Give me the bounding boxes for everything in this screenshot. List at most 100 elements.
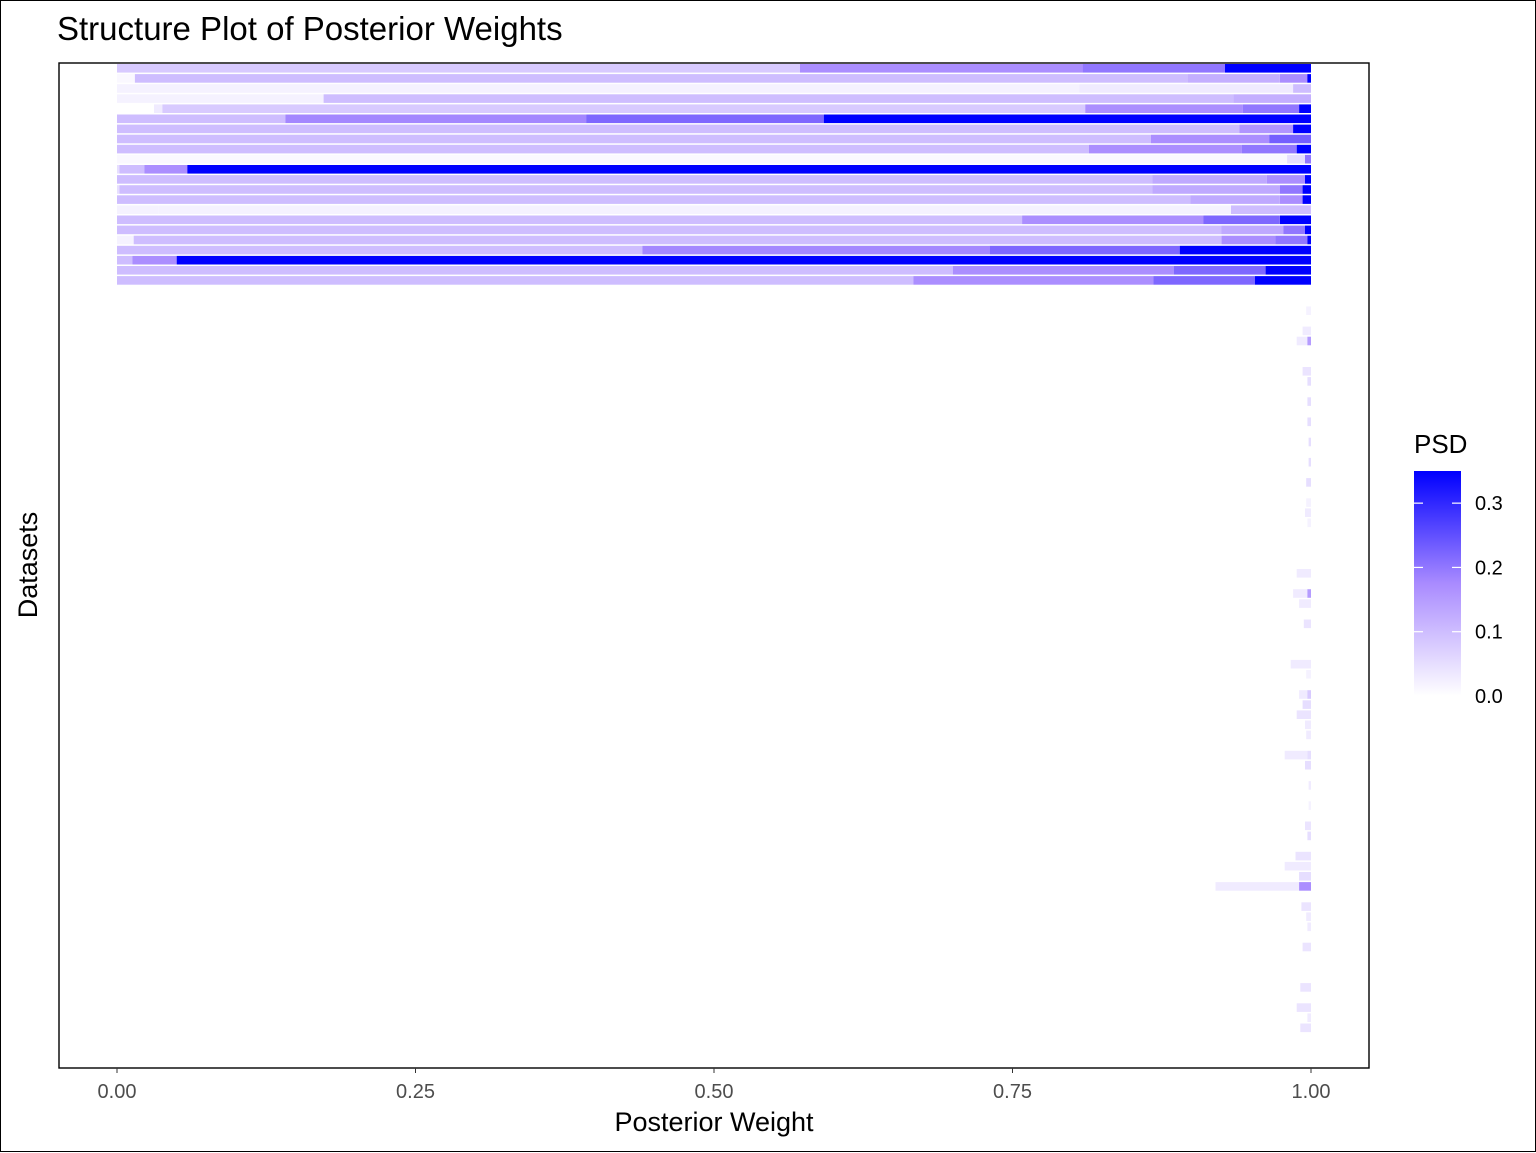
bar-segment	[1079, 84, 1294, 93]
bar-segment	[1190, 195, 1280, 204]
bar-segment	[1293, 589, 1308, 598]
bar-segment	[1306, 478, 1311, 487]
bar-segment	[117, 195, 1191, 204]
bar-segment	[1151, 134, 1270, 144]
legend-tick-label: 0.2	[1475, 557, 1503, 579]
bar-segment	[1290, 659, 1311, 669]
bar-segment	[823, 114, 1311, 124]
bar-segment	[1242, 104, 1299, 113]
bar-segment	[117, 175, 1153, 184]
bar-segment	[117, 104, 154, 113]
bar-segment	[1284, 861, 1311, 871]
bar-segment	[1299, 872, 1311, 881]
bar-segment	[586, 114, 824, 124]
bar-segment	[1221, 235, 1276, 245]
legend-title: PSD	[1414, 429, 1467, 459]
bar-segment	[1280, 74, 1308, 83]
bar-segment	[1299, 104, 1311, 113]
bar-segment	[1088, 144, 1242, 154]
bar-segment	[1307, 235, 1311, 245]
bar-segment	[1275, 235, 1308, 245]
legend-tick-label: 0.3	[1475, 493, 1503, 515]
bar-segment	[1306, 670, 1311, 679]
bar-segment	[1299, 599, 1311, 608]
bar-segment	[1254, 276, 1311, 285]
bar-segment	[1305, 720, 1311, 730]
bar-segment	[1307, 1013, 1311, 1022]
bar-segment	[1307, 518, 1311, 528]
bar-segment	[1308, 781, 1311, 790]
bar-segment	[117, 276, 914, 285]
bar-segment	[1265, 266, 1311, 275]
bar-segment	[117, 245, 643, 255]
bar-segment	[1300, 1023, 1311, 1033]
bar-segment	[1307, 750, 1311, 760]
bar-segment	[1296, 336, 1308, 346]
bar-segment	[1305, 175, 1311, 184]
bar-segment	[800, 64, 1083, 73]
x-tick-label: 0.50	[695, 1081, 734, 1103]
bar-segment	[176, 255, 1312, 265]
bar-segment	[989, 245, 1180, 255]
bar-segment	[1241, 144, 1297, 154]
x-tick-label: 0.25	[396, 1081, 435, 1103]
bar-segment	[117, 94, 324, 103]
bar-segment	[1307, 589, 1311, 598]
bar-segment	[117, 225, 1222, 235]
bar-segment	[1302, 185, 1311, 194]
legend-tick-label: 0.1	[1475, 622, 1503, 644]
x-axis-title: Posterior Weight	[614, 1107, 814, 1137]
bar-segment	[117, 64, 800, 73]
x-tick-label: 0.00	[98, 1081, 137, 1103]
bar-segment	[117, 215, 1023, 225]
bar-segment	[1203, 215, 1280, 225]
bar-segment	[144, 165, 188, 174]
bar-segment	[117, 134, 1151, 144]
bar-segment	[1239, 124, 1294, 134]
bar-segment	[119, 165, 145, 174]
bar-segment	[1221, 225, 1284, 235]
bar-segment	[1233, 94, 1311, 103]
bar-segment	[1280, 195, 1303, 204]
legend-tick-label: 0.0	[1475, 686, 1503, 708]
bar-segment	[1308, 457, 1311, 467]
bar-segment	[1296, 144, 1311, 154]
bar-segment	[1302, 942, 1311, 952]
x-tick-label: 1.00	[1292, 1081, 1331, 1103]
bar-segment	[1307, 690, 1311, 699]
bar-segment	[1296, 569, 1311, 578]
bar-segment	[285, 114, 587, 124]
bar-segment	[117, 124, 1240, 134]
legend-colorbar	[1414, 471, 1461, 696]
bar-segment	[154, 104, 163, 113]
bar-segment	[117, 74, 135, 83]
bar-segment	[1306, 306, 1311, 315]
bar-segment	[1302, 326, 1311, 336]
bar-segment	[1305, 821, 1311, 831]
bar-segment	[117, 266, 953, 275]
bar-segment	[133, 235, 1222, 245]
bar-segment	[117, 154, 1288, 164]
bar-segment	[1307, 417, 1311, 427]
x-tick-label: 0.75	[993, 1081, 1032, 1103]
chart-title: Structure Plot of Posterior Weights	[57, 10, 563, 47]
bar-segment	[1295, 851, 1311, 861]
y-axis-title: Datasets	[13, 512, 43, 619]
bar-segment	[1306, 498, 1311, 507]
bar-segment	[1303, 619, 1311, 629]
bar-segment	[117, 114, 286, 124]
bar-segment	[117, 84, 1080, 93]
bar-segment	[952, 266, 1174, 275]
bar-segment	[1301, 902, 1311, 911]
bar-segment	[1225, 64, 1311, 73]
bar-segment	[1307, 377, 1311, 386]
bar-segment	[1308, 801, 1311, 810]
legend-ticks: 0.0 0.1 0.2 0.3	[1414, 493, 1503, 708]
bar-segment	[1287, 154, 1305, 164]
bar-segment	[1153, 276, 1255, 285]
bar-segment	[1293, 124, 1311, 134]
bar-segment	[1300, 983, 1311, 992]
bar-segment	[1307, 922, 1311, 932]
